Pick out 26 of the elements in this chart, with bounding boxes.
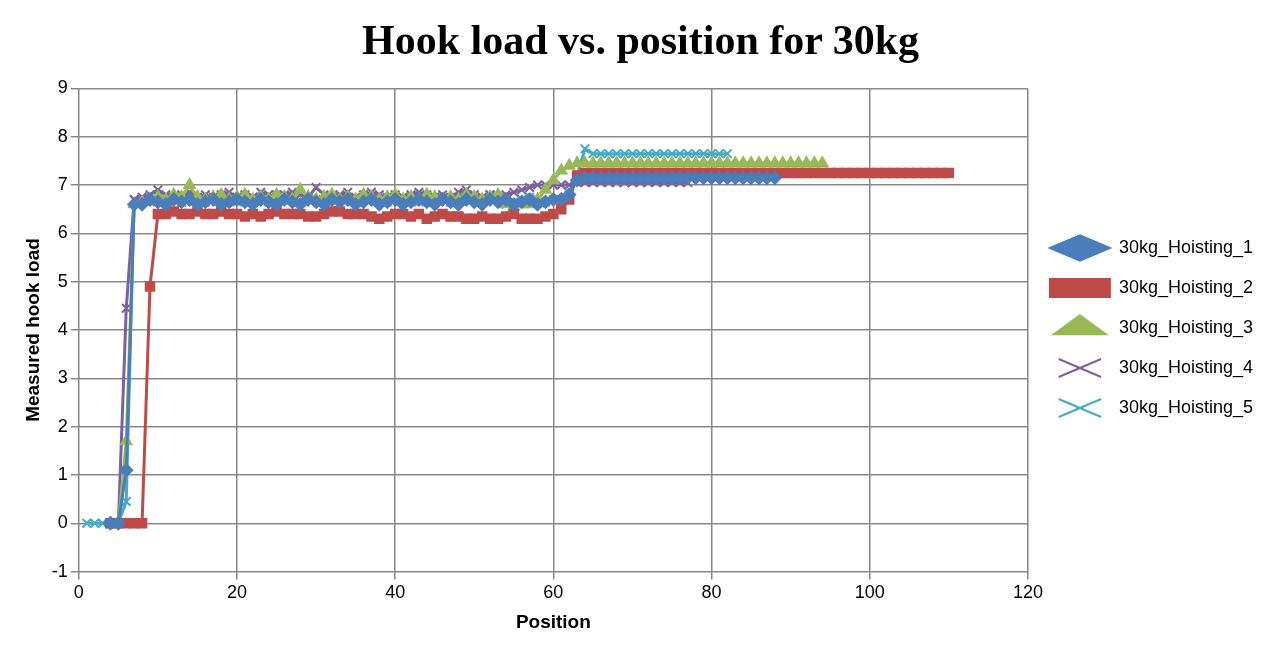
x-tick-label: 0 (73, 582, 84, 603)
y-tick-label: 7 (57, 174, 68, 195)
y-tick-label: 6 (57, 222, 68, 243)
x-tick-label: 120 (1012, 582, 1043, 603)
x-tick-label: 40 (385, 582, 406, 603)
y-tick-label: 9 (57, 77, 68, 98)
chart-title: Hook load vs. position for 30kg (361, 17, 920, 64)
x-tick-label: 100 (854, 582, 885, 603)
y-tick-label: 0 (57, 512, 68, 533)
legend-label: 30kg_Hoisting_2 (1118, 276, 1254, 298)
y-tick-label: -1 (51, 560, 68, 581)
y-tick-label: 2 (57, 415, 68, 436)
y-tick-label: 8 (57, 125, 68, 146)
y-tick-label: 5 (57, 270, 68, 291)
x-tick-label: 60 (543, 582, 564, 603)
y-tick-label: 3 (57, 367, 68, 388)
legend-label: 30kg_Hoisting_4 (1118, 356, 1254, 378)
legend-label: 30kg_Hoisting_1 (1118, 236, 1254, 258)
x-axis-title: Position (515, 610, 591, 632)
legend-label: 30kg_Hoisting_5 (1118, 396, 1254, 418)
y-tick-label: 4 (57, 318, 68, 339)
y-axis-title: Measured hook load (21, 238, 43, 422)
y-tick-label: 1 (57, 463, 68, 484)
x-tick-label: 20 (226, 582, 247, 603)
legend-label: 30kg_Hoisting_3 (1118, 316, 1254, 338)
x-tick-label: 80 (701, 582, 722, 603)
